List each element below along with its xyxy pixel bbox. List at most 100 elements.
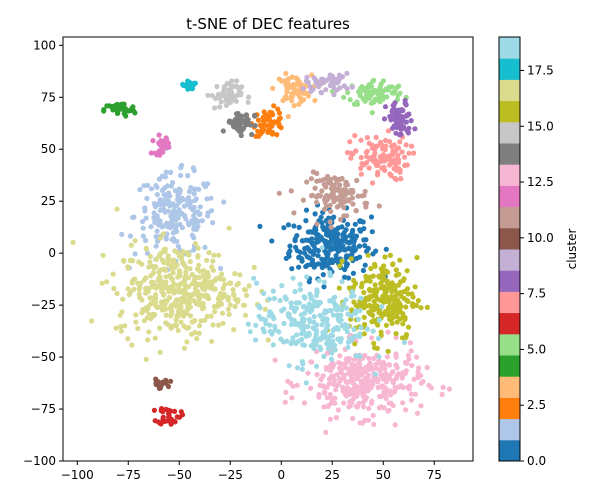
data-point bbox=[163, 274, 169, 280]
data-point bbox=[317, 299, 324, 306]
data-point bbox=[153, 256, 159, 262]
data-point bbox=[356, 384, 362, 390]
data-point bbox=[292, 236, 298, 242]
data-point bbox=[390, 125, 396, 131]
data-point bbox=[293, 244, 299, 250]
data-point bbox=[346, 285, 352, 291]
data-point bbox=[255, 117, 262, 123]
data-point bbox=[288, 321, 295, 328]
data-point bbox=[270, 342, 276, 348]
data-point bbox=[283, 70, 289, 77]
colorbar-swatch bbox=[499, 206, 520, 229]
data-point bbox=[189, 86, 195, 92]
data-point bbox=[336, 72, 342, 78]
data-point bbox=[308, 88, 314, 94]
data-point bbox=[178, 172, 184, 179]
data-point bbox=[143, 305, 149, 311]
y-tick-label: −75 bbox=[31, 402, 56, 416]
colorbar-swatch bbox=[499, 185, 520, 208]
data-point bbox=[150, 138, 156, 144]
data-point bbox=[312, 230, 318, 236]
data-point bbox=[147, 253, 153, 259]
data-point bbox=[318, 336, 324, 342]
data-point bbox=[283, 389, 289, 395]
data-point bbox=[153, 243, 159, 249]
data-point bbox=[391, 283, 398, 289]
data-point bbox=[184, 310, 190, 316]
data-point bbox=[337, 353, 343, 359]
data-point bbox=[343, 297, 349, 303]
data-point bbox=[202, 317, 208, 323]
data-point bbox=[221, 88, 227, 94]
data-point bbox=[187, 266, 193, 272]
data-point bbox=[163, 135, 169, 141]
data-point bbox=[390, 261, 396, 267]
data-point bbox=[407, 340, 413, 346]
data-point bbox=[308, 359, 314, 365]
data-point bbox=[300, 342, 306, 348]
data-point bbox=[261, 290, 267, 296]
data-point bbox=[328, 181, 334, 187]
data-point bbox=[135, 280, 141, 286]
data-point bbox=[399, 149, 405, 155]
data-point bbox=[338, 306, 344, 312]
data-point bbox=[358, 295, 364, 301]
data-point bbox=[282, 94, 288, 100]
data-point bbox=[328, 343, 334, 349]
data-point bbox=[224, 294, 231, 300]
data-point bbox=[157, 349, 163, 355]
data-point bbox=[394, 117, 401, 124]
data-point bbox=[289, 339, 296, 345]
data-point bbox=[154, 228, 160, 234]
data-point bbox=[323, 256, 329, 262]
data-point bbox=[378, 393, 384, 399]
data-point bbox=[212, 309, 218, 315]
data-point bbox=[389, 143, 395, 149]
data-point bbox=[342, 322, 348, 328]
colorbar-swatch bbox=[499, 312, 520, 335]
data-point bbox=[204, 313, 210, 320]
data-point bbox=[213, 276, 219, 282]
data-point bbox=[366, 296, 372, 302]
data-point bbox=[354, 393, 360, 399]
data-point bbox=[314, 322, 320, 328]
data-point bbox=[392, 388, 398, 394]
data-point bbox=[281, 320, 287, 327]
data-point bbox=[415, 369, 421, 375]
data-point bbox=[345, 275, 352, 281]
data-point bbox=[168, 325, 174, 331]
data-point bbox=[168, 378, 174, 384]
data-point bbox=[350, 415, 356, 422]
data-point bbox=[290, 335, 296, 341]
data-point bbox=[185, 275, 191, 281]
data-point bbox=[348, 256, 354, 262]
data-point bbox=[202, 287, 208, 293]
data-point bbox=[390, 148, 396, 154]
data-point bbox=[148, 186, 155, 192]
data-point bbox=[397, 257, 403, 263]
data-point bbox=[160, 416, 166, 422]
colorbar-swatch bbox=[499, 79, 520, 102]
data-point bbox=[286, 253, 292, 259]
data-point bbox=[153, 234, 159, 240]
data-point bbox=[163, 236, 169, 242]
data-point bbox=[370, 412, 376, 419]
data-point bbox=[238, 132, 244, 139]
data-point bbox=[180, 248, 186, 255]
data-point bbox=[276, 190, 282, 196]
data-point bbox=[321, 316, 327, 322]
data-point bbox=[143, 215, 149, 221]
data-point bbox=[352, 221, 358, 227]
data-point bbox=[389, 320, 395, 326]
data-point bbox=[262, 306, 268, 312]
data-point bbox=[215, 300, 222, 306]
data-point bbox=[185, 251, 191, 257]
data-point bbox=[287, 243, 293, 249]
data-point bbox=[220, 285, 226, 291]
data-point bbox=[181, 203, 187, 209]
y-tick-label: −50 bbox=[31, 350, 56, 364]
data-point bbox=[231, 123, 237, 130]
data-point bbox=[111, 285, 117, 292]
data-point bbox=[171, 281, 177, 287]
